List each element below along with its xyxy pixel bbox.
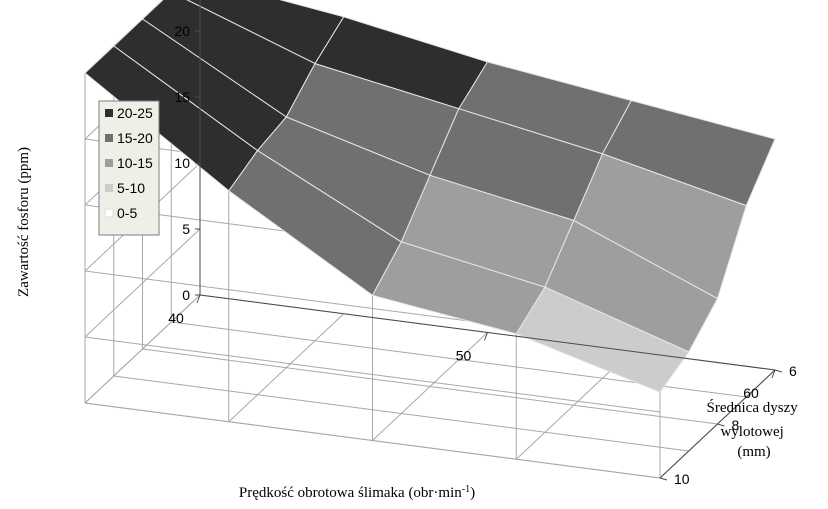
z-tick-label: 5 (182, 221, 190, 237)
x-axis-title: Prędkość obrotowa ślimaka (obr·min-1) (239, 484, 475, 502)
legend-label: 5-10 (117, 180, 145, 196)
z-tick-label: 20 (174, 23, 190, 39)
x-tick-mark (196, 294, 201, 304)
x-tick-mark (484, 332, 488, 341)
legend-label: 20-25 (117, 105, 153, 121)
legend-swatch (105, 159, 113, 167)
x-tick-mark (771, 369, 776, 379)
y-gridline-floor (142, 348, 718, 425)
legend-label: 10-15 (117, 155, 153, 171)
y-tick-label: 6 (789, 363, 797, 379)
legend-swatch (104, 208, 114, 218)
legend-swatch (105, 134, 113, 142)
legend-label: 0-5 (117, 205, 137, 221)
x-tick-label: 60 (743, 385, 759, 401)
y-tick-mark (659, 477, 668, 481)
x-tick-label: 40 (168, 310, 184, 326)
z-tick-label: 0 (182, 287, 190, 303)
y-tick-mark (774, 369, 783, 373)
legend-swatch (105, 109, 113, 117)
y-axis-title: Średnica dyszy wylotowej (mm) (707, 399, 802, 460)
y-tick-mark (717, 423, 725, 427)
surface-cell-3-3 (515, 286, 690, 393)
x-tick-label: 50 (456, 348, 472, 364)
z-axis-title: Zawartość fosforu (ppm) (16, 147, 32, 297)
tick-labels: 05101520254050606810 (168, 23, 797, 487)
z-tick-label: 15 (174, 89, 190, 105)
y-gridline-floor (113, 375, 689, 452)
legend-label: 15-20 (117, 130, 153, 146)
y-gridline-floor (84, 402, 661, 479)
z-tick-label: 10 (174, 155, 190, 171)
y-tick-label: 10 (674, 471, 690, 487)
y-tick-label: 8 (732, 417, 740, 433)
axes (195, 0, 783, 481)
surface (84, 0, 776, 393)
legend: 20-25 15-20 10-15 5-10 0-5 (98, 100, 160, 236)
legend-swatch (105, 184, 113, 192)
